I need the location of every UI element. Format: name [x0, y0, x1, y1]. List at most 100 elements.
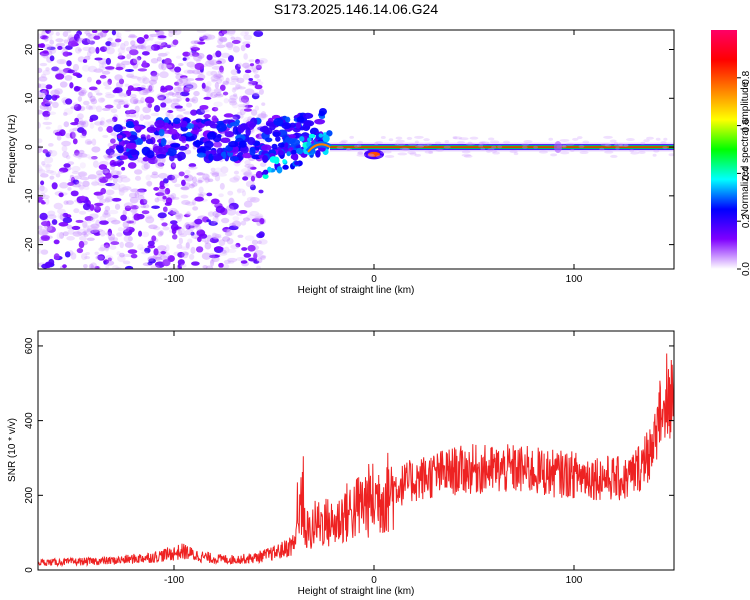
- spectrogram-blob: [129, 93, 137, 99]
- spectrogram-blob: [142, 88, 153, 92]
- spectrogram-blob: [190, 231, 195, 236]
- spectrogram-blob: [235, 85, 243, 89]
- spectrogram-blob: [105, 194, 112, 201]
- spectrogram-blob: [211, 115, 218, 122]
- spectrogram-blob: [141, 210, 150, 215]
- spectrogram-blob: [238, 209, 248, 214]
- spectrogram-blob: [175, 91, 180, 96]
- spectrogram-blob: [90, 105, 97, 110]
- spectrogram-blob: [63, 108, 74, 115]
- spectrogram-blob: [148, 224, 158, 230]
- spectrogram-blob: [90, 98, 98, 105]
- spectrogram-blob: [107, 155, 113, 159]
- spectrogram-blob: [225, 42, 234, 48]
- spectrogram-blob: [136, 138, 144, 145]
- spectrogram-blob: [139, 113, 145, 122]
- spectrogram-blob: [177, 84, 182, 92]
- spectrogram-blob: [86, 227, 94, 235]
- spectrogram-blob: [181, 179, 186, 187]
- spectrogram-blob: [168, 30, 178, 34]
- spectrogram-blob: [154, 197, 160, 203]
- spectrogram-blob: [242, 217, 251, 222]
- spectrogram-blob: [61, 140, 71, 147]
- spectrogram-blob: [509, 150, 518, 154]
- spectrogram-blob: [132, 83, 141, 87]
- spectrogram-blob: [124, 83, 130, 87]
- spectrogram-blob: [59, 182, 69, 189]
- spectrogram-blob: [38, 167, 44, 172]
- spectrogram-blob: [114, 99, 124, 103]
- spectrogram-blob: [140, 44, 147, 51]
- spectrogram-blob: [136, 205, 141, 209]
- spectrogram-blob: [92, 160, 99, 168]
- spectrogram-blob: [210, 70, 218, 76]
- spectrogram-blob: [203, 86, 212, 93]
- spectrogram-blob: [88, 86, 98, 91]
- spectrogram-blob: [104, 104, 114, 109]
- spectrogram-blob: [394, 142, 399, 146]
- spectrogram-blob: [130, 188, 140, 193]
- spectrogram-blob: [218, 252, 228, 256]
- spectrogram-blob: [179, 91, 190, 97]
- spectrogram-blob: [170, 162, 177, 170]
- spectrogram-blob: [183, 111, 192, 115]
- spectrogram-blob: [57, 208, 66, 215]
- spectrogram-blob: [349, 135, 354, 139]
- spectrogram-blob: [38, 169, 46, 175]
- spectrogram-blob: [141, 60, 147, 68]
- spectrogram-blob: [40, 180, 45, 186]
- spectrogram-blob: [142, 262, 153, 267]
- spectrogram-blob: [65, 155, 71, 160]
- spectrogram-blob: [244, 99, 250, 105]
- spectrogram-blob: [57, 124, 63, 131]
- spectrogram-blob: [181, 76, 189, 83]
- spectrogram-blob: [336, 146, 344, 150]
- spectrogram-blob: [169, 220, 178, 225]
- spectrogram-blob: [258, 57, 268, 64]
- spectrogram-blob: [117, 145, 124, 154]
- spectrogram-blob: [160, 138, 167, 147]
- spectrogram-blob: [178, 237, 184, 245]
- spectrogram-blob: [53, 253, 60, 260]
- spectrogram-blob: [101, 30, 109, 34]
- spectrogram-blob: [54, 88, 63, 95]
- spectrogram-blob: [91, 180, 98, 187]
- spectrogram-blob: [252, 91, 260, 97]
- spectrogram-blob: [41, 89, 47, 97]
- spectrogram-blob: [245, 180, 255, 188]
- spectrogram-blob: [203, 96, 212, 100]
- spectrogram-blob: [123, 202, 134, 209]
- spectrogram-blob: [104, 156, 110, 161]
- spectrogram-blob: [383, 150, 392, 154]
- spectrogram-blob: [232, 87, 239, 91]
- spectrogram-blob: [181, 200, 191, 206]
- spectrogram-blob: [127, 249, 138, 254]
- spectrogram-blob: [248, 77, 254, 82]
- spectrogram-blob: [129, 208, 139, 213]
- spectrogram-blob: [491, 145, 497, 149]
- spectrogram-blob: [288, 134, 297, 139]
- snr-x-ticks: -100 0 100: [164, 331, 583, 586]
- spectrogram-blob: [244, 163, 255, 169]
- spectrogram-blob: [223, 98, 230, 104]
- spectrogram-blob: [215, 50, 222, 58]
- spectrogram-blob: [156, 154, 167, 159]
- spectrogram-blob: [62, 31, 69, 37]
- spectrogram-blob: [125, 142, 137, 150]
- spectrogram-blob: [162, 259, 171, 267]
- colorbar-gradient: [711, 30, 737, 269]
- spectrogram-blob: [190, 46, 201, 51]
- spectrogram-blob: [374, 142, 379, 146]
- spectrogram-blob: [226, 208, 237, 216]
- snr-x-axis-label: Height of straight line (km): [298, 586, 415, 597]
- spectrogram-blob: [150, 112, 160, 117]
- spectrogram-blob: [217, 38, 224, 45]
- spectrogram-blob: [104, 85, 112, 90]
- spectrogram-blob: [52, 101, 59, 109]
- spectrogram-blob: [94, 205, 101, 213]
- spectrogram-blob: [414, 153, 422, 157]
- spectrogram-blob: [407, 151, 417, 155]
- spectrogram-blob: [38, 138, 43, 144]
- spectrogram-blob: [399, 147, 410, 151]
- spectrogram-blob: [124, 30, 132, 33]
